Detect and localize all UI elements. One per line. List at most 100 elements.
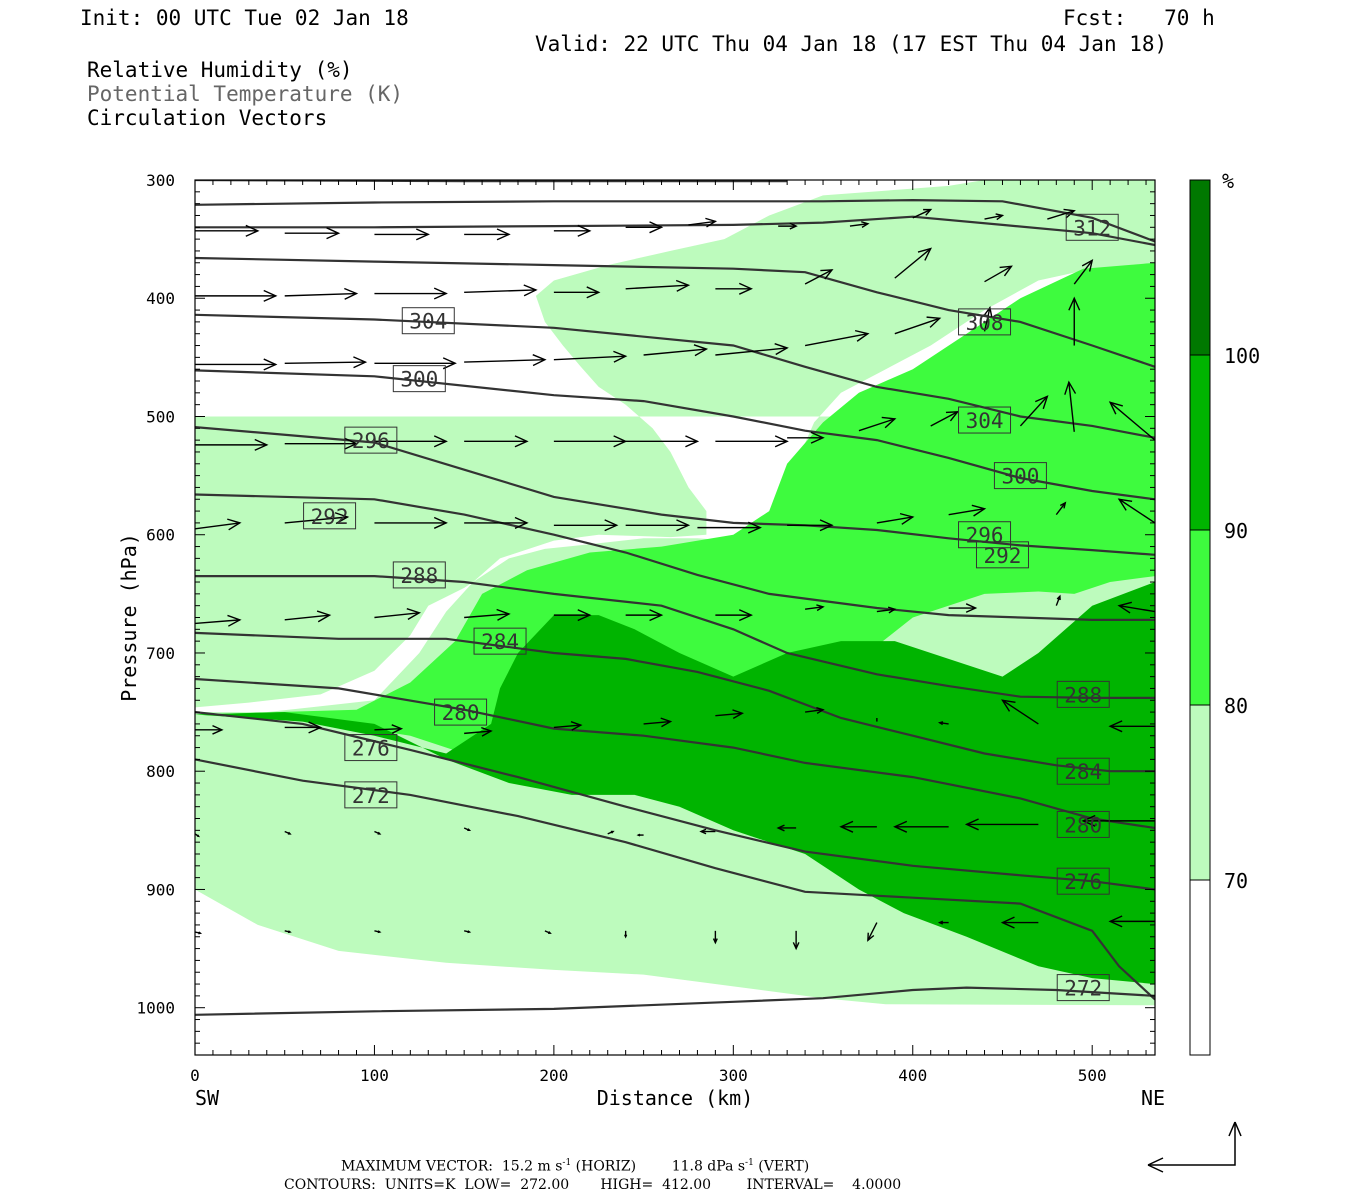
valid-time: Valid: 22 UTC Thu 04 Jan 18 (17 EST Thu …: [535, 32, 1168, 56]
circulation-vector: [195, 614, 242, 627]
theta-label-304: 304: [401, 307, 455, 335]
circulation-vector: [195, 931, 203, 935]
forecast-hour: Fcst: 70 h: [1063, 6, 1215, 30]
svg-text:272: 272: [1064, 977, 1102, 1001]
circulation-vector: [553, 435, 628, 448]
circulation-vector: [284, 930, 292, 934]
theta-label-288: 288: [392, 561, 446, 589]
circulation-vector: [715, 609, 753, 622]
theta-label-272: 272: [1056, 974, 1110, 1002]
circulation-vector: [374, 607, 421, 621]
isentrope-300: [195, 313, 1155, 439]
colorbar-level-label: 100: [1224, 344, 1260, 368]
circulation-vector: [1047, 208, 1076, 220]
y-tick-label: 300: [146, 171, 175, 190]
circulation-vector: [893, 820, 949, 833]
rh-region-80: [195, 262, 1155, 766]
legend-rh: Relative Humidity (%): [87, 58, 353, 82]
max-vector-note: MAXIMUM VECTOR: 15.2 m s-1 (HORIZ) 11.8 …: [341, 1158, 810, 1175]
theta-label-312: 312: [1065, 213, 1119, 241]
theta-label-296: 296: [958, 521, 1012, 549]
theta-label-304: 304: [958, 406, 1012, 434]
circulation-vector: [374, 724, 404, 734]
circulation-vector: [624, 930, 628, 939]
circulation-vector: [1081, 814, 1155, 827]
svg-text:280: 280: [1064, 813, 1102, 837]
circulation-vector: [792, 930, 800, 951]
theta-label-280: 280: [434, 698, 488, 726]
circulation-vector: [374, 228, 430, 241]
circulation-vector: [284, 721, 323, 734]
isentrope-280: [195, 631, 1155, 773]
circulation-vector: [1001, 699, 1039, 725]
circulation-vector: [607, 830, 615, 835]
circulation-vector: [464, 608, 511, 621]
circulation-vector: [867, 922, 878, 942]
circulation-vector: [284, 287, 359, 300]
circulation-vector: [776, 824, 797, 832]
circulation-vector: [876, 606, 897, 614]
circulation-vector: [984, 265, 1013, 283]
circulation-vector: [876, 512, 915, 525]
circulation-vector: [839, 820, 877, 833]
circulation-vector: [937, 920, 949, 925]
contours-note: CONTOURS: UNITS=K LOW= 272.00 HIGH= 412.…: [284, 1177, 902, 1193]
circulation-vector: [983, 306, 993, 332]
reference-vector-arrow: [1147, 1121, 1242, 1173]
circulation-vector: [1108, 915, 1155, 928]
theta-label-280: 280: [1056, 810, 1110, 838]
circulation-vector: [1055, 594, 1061, 606]
circulation-vector: [464, 284, 538, 297]
circulation-vector: [553, 609, 592, 622]
x-axis-label: Distance (km): [597, 1086, 754, 1110]
circulation-vector: [544, 930, 552, 934]
circulation-vector: [715, 343, 789, 356]
circulation-vector: [464, 228, 511, 241]
svg-text:292: 292: [984, 544, 1022, 568]
svg-text:280: 280: [442, 701, 480, 725]
svg-text:292: 292: [311, 505, 349, 529]
theta-label-276: 276: [1056, 867, 1110, 895]
svg-text:288: 288: [400, 564, 438, 588]
circulation-vector: [849, 221, 870, 228]
circulation-vector: [374, 930, 382, 934]
isentrope-292: [195, 426, 1155, 556]
circulation-vector: [195, 224, 260, 237]
circulation-vector: [787, 431, 825, 444]
y-tick-label: 500: [146, 407, 175, 426]
x-tick-label: 300: [719, 1066, 748, 1085]
theta-label-300: 300: [392, 365, 446, 393]
circulation-vector: [284, 512, 350, 525]
x-tick-label: 400: [898, 1066, 927, 1085]
y-axis-label: Pressure (hPa): [117, 533, 141, 702]
theta-label-284: 284: [1056, 757, 1110, 785]
circulation-vector: [948, 504, 987, 517]
theta-label-272: 272: [344, 781, 398, 809]
svg-text:304: 304: [966, 409, 1004, 433]
circulation-vector: [195, 358, 278, 371]
circulation-vector: [804, 269, 834, 285]
circulation-vector: [643, 717, 673, 728]
theta-label-276: 276: [344, 734, 398, 762]
x-tick-label: 0: [190, 1066, 200, 1085]
svg-text:288: 288: [1064, 683, 1102, 707]
svg-text:300: 300: [400, 368, 438, 392]
x-tick-label: 100: [360, 1066, 389, 1085]
circulation-vector: [643, 344, 709, 357]
circulation-vector: [625, 519, 691, 532]
theta-label-308: 308: [958, 308, 1012, 336]
isentrope-unlabeled-12: [195, 986, 1155, 1016]
y-tick-label: 1000: [136, 999, 175, 1018]
svg-text:300: 300: [1001, 465, 1039, 489]
svg-text:296: 296: [966, 524, 1004, 548]
isentrope-272: [195, 711, 1155, 891]
circulation-vector: [195, 518, 242, 531]
colorbar-level-label: 80: [1224, 694, 1248, 718]
svg-text:276: 276: [352, 737, 390, 761]
circulation-vector: [553, 224, 592, 237]
circulation-vector: [1108, 401, 1155, 441]
circulation-vector: [1064, 380, 1077, 432]
x-tick-label: 200: [539, 1066, 568, 1085]
circulation-vector: [553, 350, 628, 363]
